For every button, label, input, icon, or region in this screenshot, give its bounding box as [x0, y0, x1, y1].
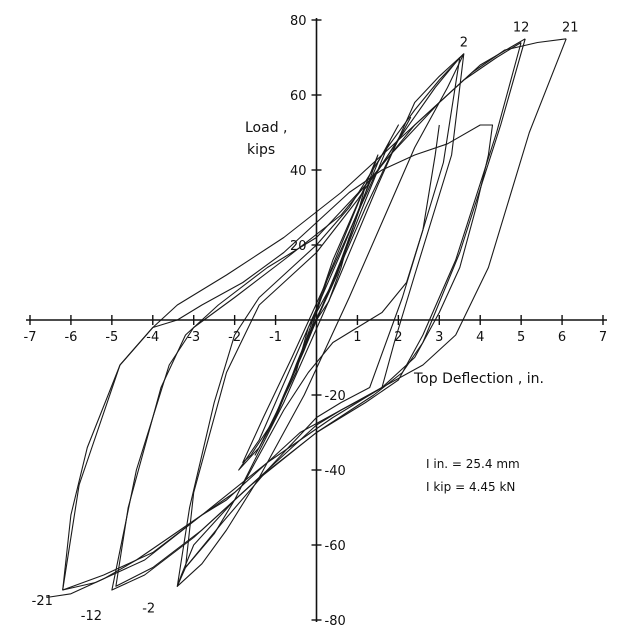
x-tick-label: 3	[435, 330, 443, 345]
y-tick-label: -40	[325, 464, 346, 479]
y-tick-label: 20	[290, 239, 307, 254]
x-tick-label: 1	[353, 330, 361, 345]
hysteresis-loop-13	[46, 124, 440, 599]
x-tick-label: 4	[476, 330, 484, 345]
unit-note-inch: I in. = 25.4 mm	[426, 457, 520, 471]
cycle-label: 12	[513, 20, 530, 35]
cycle-label: 2	[460, 35, 468, 50]
hysteresis-loop-12	[62, 124, 494, 591]
x-tick-label: -4	[146, 330, 159, 345]
hysteresis-loop-11	[62, 38, 567, 591]
y-tick-label: -80	[325, 614, 346, 629]
hysteresis-loop-8	[184, 57, 461, 569]
y-axis-title-line2: kips	[247, 142, 275, 158]
axes	[26, 18, 607, 622]
y-tick-label: 60	[290, 89, 307, 104]
y-tick-label: 40	[290, 164, 307, 179]
cycle-label: -2	[142, 602, 155, 617]
x-tick-label: 6	[558, 330, 566, 345]
x-tick-label: -6	[64, 330, 77, 345]
hysteresis-loop-4	[238, 124, 399, 471]
x-tick-label: -5	[105, 330, 118, 345]
y-axis-title-line1: Load ,	[245, 120, 288, 136]
x-tick-label: -7	[24, 330, 37, 345]
hysteresis-curves	[46, 38, 567, 599]
unit-note-kip: I kip = 4.45 kN	[426, 480, 515, 494]
cycle-label: -21	[32, 594, 53, 609]
y-tick-label: -60	[325, 539, 346, 554]
x-tick-label: -1	[269, 330, 282, 345]
hysteresis-loop-6	[176, 53, 465, 587]
x-tick-label: 7	[599, 330, 607, 345]
cycle-labels: 212 21-21-12 -2	[32, 20, 579, 624]
y-tick-label: 80	[290, 14, 307, 29]
cycle-label: 21	[562, 20, 579, 35]
x-axis-title: Top Deflection , in.	[413, 371, 544, 387]
x-tick-label: -2	[228, 330, 241, 345]
cycle-label: -12	[81, 609, 102, 624]
x-tick-label: 2	[394, 330, 402, 345]
x-tick-label: -3	[187, 330, 200, 345]
y-tick-label: -20	[325, 389, 346, 404]
x-tick-label: 5	[517, 330, 525, 345]
axis-ticks: -7 -6 -5 -4 -3 -2 -1 1 2 3 4 5 6 780604020-20-40-60-8…	[24, 14, 608, 629]
